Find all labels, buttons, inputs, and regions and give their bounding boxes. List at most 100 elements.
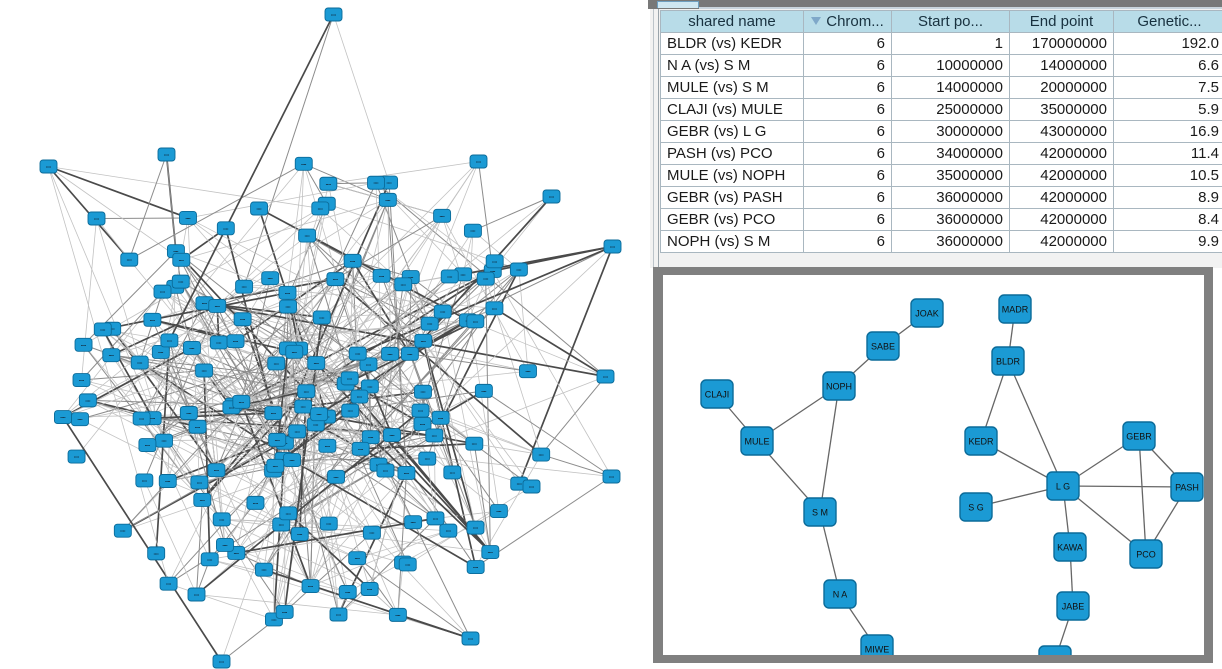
cell-genetic[interactable]: 9.9 — [1113, 230, 1222, 253]
overview-node[interactable] — [102, 348, 121, 363]
cell-start_point[interactable]: 25000000 — [891, 98, 1010, 121]
overview-node[interactable] — [361, 430, 380, 445]
cell-genetic[interactable]: 7.5 — [1113, 76, 1222, 99]
overview-node[interactable] — [466, 314, 485, 329]
overview-node[interactable] — [519, 364, 537, 379]
cell-chromosome[interactable]: 6 — [803, 142, 892, 165]
overview-node[interactable] — [338, 585, 357, 599]
cell-genetic[interactable]: 6.6 — [1113, 54, 1222, 77]
cell-end_point[interactable]: 42000000 — [1009, 142, 1114, 165]
overview-node[interactable] — [87, 211, 106, 226]
network-node[interactable]: L G — [1046, 471, 1080, 501]
cell-chromosome[interactable]: 6 — [803, 230, 892, 253]
overview-node[interactable] — [261, 271, 280, 286]
cell-genetic[interactable]: 16.9 — [1113, 120, 1222, 143]
overview-node[interactable] — [113, 523, 132, 538]
network-node[interactable]: GEBR — [1122, 421, 1156, 451]
overview-node[interactable] — [235, 279, 254, 294]
overview-node[interactable] — [188, 419, 207, 434]
cell-start_point[interactable]: 36000000 — [891, 186, 1010, 209]
overview-node[interactable] — [39, 159, 58, 174]
cell-chromosome[interactable]: 6 — [803, 54, 892, 77]
overview-node[interactable] — [414, 333, 433, 348]
node-shape[interactable] — [822, 371, 856, 401]
overview-node[interactable] — [433, 304, 452, 319]
column-header-chromosome[interactable]: Chrom... — [803, 10, 892, 33]
overview-network-canvas[interactable]: •••• •••• •••• •••• •••• •••• •••• •••• •••• ••••… — [0, 0, 648, 669]
results-table[interactable]: shared name Chrom... Start po... End poi… — [660, 10, 1222, 253]
overview-node[interactable] — [193, 492, 212, 507]
overview-node[interactable] — [433, 208, 452, 223]
node-shape[interactable] — [803, 497, 837, 527]
cell-genetic[interactable]: 192.0 — [1113, 32, 1222, 55]
cell-chromosome[interactable]: 6 — [803, 76, 892, 99]
overview-node[interactable] — [200, 552, 219, 567]
filtered-network-svg[interactable]: CLAJI MULE NOPH SABE JOAK S M N A MIWE MADR BLDR K… — [663, 275, 1204, 655]
overview-node[interactable] — [411, 403, 430, 418]
cell-start_point[interactable]: 30000000 — [891, 120, 1010, 143]
overview-node[interactable] — [216, 537, 234, 552]
cell-shared_name[interactable]: PASH (vs) PCO — [660, 142, 804, 165]
overview-node[interactable] — [233, 312, 252, 327]
table-row[interactable]: BLDR (vs) KEDR 6 1 170000000 192.0 — [660, 32, 1222, 55]
overview-node[interactable] — [172, 252, 191, 267]
overview-node[interactable] — [474, 383, 493, 398]
overview-node[interactable] — [381, 346, 400, 361]
overview-node[interactable] — [397, 466, 416, 480]
overview-node[interactable] — [187, 587, 206, 602]
overview-node[interactable] — [431, 410, 450, 425]
overview-node[interactable] — [279, 299, 297, 314]
overview-node[interactable] — [290, 527, 309, 542]
overview-node[interactable] — [394, 277, 413, 292]
overview-node[interactable] — [489, 504, 508, 519]
overview-node[interactable] — [362, 525, 381, 540]
table-row[interactable]: GEBR (vs) PASH 6 36000000 42000000 8.9 — [660, 186, 1222, 209]
overview-node[interactable] — [329, 607, 348, 622]
overview-node[interactable] — [138, 438, 157, 453]
network-node[interactable]: BLDR — [991, 346, 1025, 376]
table-row[interactable]: GEBR (vs) PCO 6 36000000 42000000 8.4 — [660, 208, 1222, 231]
network-node[interactable]: JOAK — [910, 298, 944, 328]
overview-node[interactable] — [93, 322, 112, 337]
overview-node[interactable] — [226, 334, 245, 349]
cell-start_point[interactable]: 14000000 — [891, 76, 1010, 99]
table-tab-stub[interactable] — [657, 1, 699, 8]
cell-shared_name[interactable]: GEBR (vs) PCO — [660, 208, 804, 231]
network-edge[interactable] — [1138, 435, 1147, 555]
cell-genetic[interactable]: 11.4 — [1113, 142, 1222, 165]
overview-node[interactable] — [343, 253, 362, 268]
overview-node[interactable] — [297, 384, 316, 399]
cell-end_point[interactable]: 42000000 — [1009, 164, 1114, 187]
cell-shared_name[interactable]: N A (vs) S M — [660, 54, 804, 77]
overview-node[interactable] — [179, 211, 197, 225]
overview-node[interactable] — [307, 356, 326, 371]
node-shape[interactable] — [1129, 539, 1163, 569]
overview-node[interactable] — [301, 579, 320, 594]
node-shape[interactable] — [740, 426, 774, 456]
overview-node[interactable] — [466, 560, 485, 575]
overview-node[interactable] — [285, 344, 304, 359]
overview-node[interactable] — [485, 254, 504, 269]
overview-node[interactable] — [246, 495, 265, 510]
cell-end_point[interactable]: 43000000 — [1009, 120, 1114, 143]
overview-node[interactable] — [267, 356, 286, 371]
node-shape[interactable] — [1122, 421, 1156, 451]
table-row-header-rail[interactable] — [650, 9, 659, 268]
overview-node[interactable] — [275, 605, 294, 619]
cell-end_point[interactable]: 20000000 — [1009, 76, 1114, 99]
overview-node[interactable] — [157, 147, 176, 162]
column-header-end-point[interactable]: End point — [1009, 10, 1114, 33]
table-row[interactable]: CLAJI (vs) MULE 6 25000000 35000000 5.9 — [660, 98, 1222, 121]
overview-node[interactable] — [367, 175, 385, 190]
overview-node[interactable] — [319, 176, 338, 191]
network-edge[interactable] — [1007, 360, 1064, 487]
cell-shared_name[interactable]: BLDR (vs) KEDR — [660, 32, 804, 55]
overview-node[interactable] — [341, 403, 360, 418]
table-row[interactable]: GEBR (vs) L G 6 30000000 43000000 16.9 — [660, 120, 1222, 143]
table-row[interactable]: PASH (vs) PCO 6 34000000 42000000 11.4 — [660, 142, 1222, 165]
overview-node[interactable] — [171, 274, 190, 289]
table-row[interactable]: NOPH (vs) S M 6 36000000 42000000 9.9 — [660, 230, 1222, 253]
overview-node[interactable] — [319, 516, 338, 531]
column-header-start-point[interactable]: Start po... — [891, 10, 1010, 33]
overview-node[interactable] — [71, 412, 89, 427]
